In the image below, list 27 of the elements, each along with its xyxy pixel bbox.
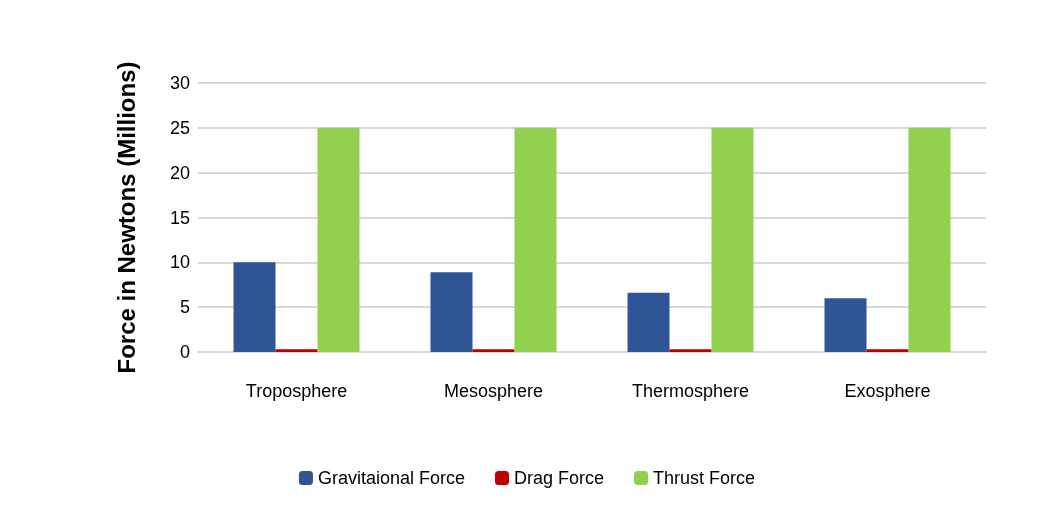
legend-label: Thrust Force xyxy=(653,468,756,488)
legend-label: Gravitaional Force xyxy=(317,468,466,488)
bar xyxy=(514,127,557,352)
y-tick-label: 10 xyxy=(169,252,190,273)
y-tick-label: 5 xyxy=(179,297,190,318)
x-tick-label: Mesosphere xyxy=(443,381,544,401)
y-axis-title: Force in Newtons (Millions) xyxy=(112,61,140,374)
bar xyxy=(908,127,951,352)
bar xyxy=(711,127,754,352)
bar xyxy=(669,349,712,352)
bar xyxy=(275,349,318,352)
legend-label: Drag Force xyxy=(514,468,605,488)
y-tick-label: 30 xyxy=(169,73,190,93)
x-tick-label: Exosphere xyxy=(844,381,931,401)
bar xyxy=(317,127,360,352)
y-tick-label: 0 xyxy=(179,342,190,362)
bar xyxy=(824,298,867,352)
x-tick-label: Troposphere xyxy=(245,381,348,401)
bar xyxy=(627,292,670,352)
y-tick-label: 15 xyxy=(169,207,190,228)
bar xyxy=(233,262,276,352)
bar xyxy=(430,272,473,352)
y-tick-label: 20 xyxy=(169,162,190,183)
bar xyxy=(866,349,909,352)
y-tick-label: 25 xyxy=(169,117,190,138)
bar xyxy=(472,349,515,352)
x-tick-label: Thermosphere xyxy=(631,381,750,401)
